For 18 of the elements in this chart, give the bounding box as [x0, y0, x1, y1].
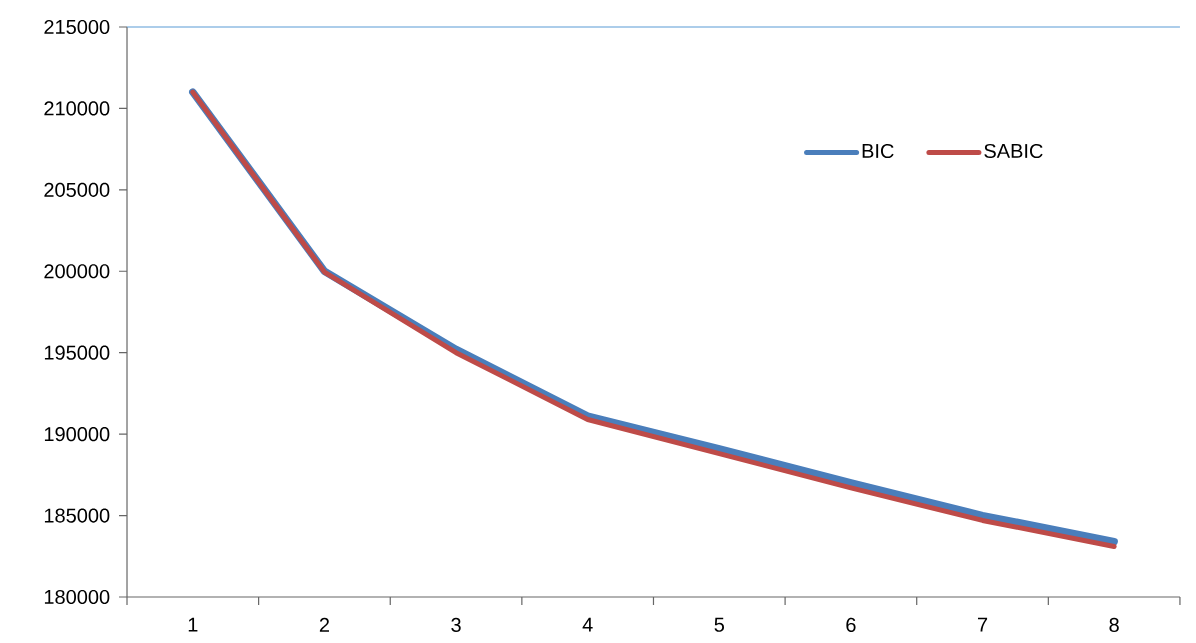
x-tick-label: 1 — [188, 617, 198, 632]
x-tick-label: 7 — [977, 617, 988, 632]
x-tick-label: 8 — [1109, 617, 1119, 633]
y-tick-label: 185000 — [44, 508, 110, 523]
y-tick-label: 215000 — [44, 19, 110, 35]
legend-label: SABIC — [984, 143, 1043, 159]
x-tick-label: 2 — [319, 617, 329, 632]
x-tick-label: 6 — [846, 617, 856, 633]
y-tick-label: 195000 — [44, 345, 110, 360]
y-tick-label: 205000 — [44, 182, 110, 197]
x-tick-label: 4 — [582, 617, 593, 632]
y-tick-label: 200000 — [44, 264, 110, 279]
y-tick-label: 210000 — [44, 101, 110, 116]
y-tick-label: 190000 — [44, 427, 110, 442]
legend-label: BIC — [862, 143, 894, 159]
x-tick-label: 5 — [714, 617, 725, 632]
x-tick-label: 3 — [451, 617, 461, 633]
y-tick-label: 180000 — [44, 589, 110, 605]
